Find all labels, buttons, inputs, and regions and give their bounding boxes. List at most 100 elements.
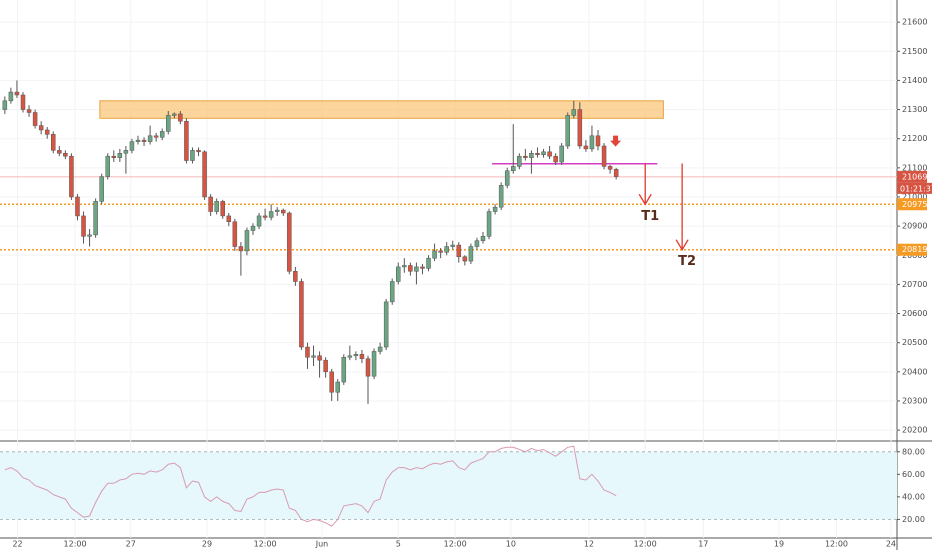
candle-body (353, 354, 359, 357)
candle-body (529, 153, 534, 158)
candle-body (262, 215, 268, 218)
candle-body (51, 134, 56, 151)
candle-body (166, 115, 171, 132)
candle-body (480, 236, 486, 241)
candle-body (371, 351, 377, 377)
last-price-label: 21069 (902, 172, 927, 181)
candle-body (172, 113, 177, 116)
rsi-band (0, 451, 897, 520)
resistance-zone (99, 100, 664, 119)
candle-body (335, 381, 340, 393)
candle-body (365, 358, 371, 377)
candle-body (444, 246, 449, 253)
candle-body (256, 215, 262, 227)
y-tick-label: 21100 (902, 163, 927, 172)
candle-body (547, 151, 552, 157)
candle-body (426, 257, 431, 269)
candle-body (553, 155, 558, 163)
candle-body (153, 135, 159, 138)
target-label: T2 (678, 254, 696, 269)
x-tick-label: 29 (202, 540, 212, 549)
arrow-head (638, 193, 652, 206)
x-tick-label: 5 (396, 540, 401, 549)
y-tick-label: 20600 (902, 309, 927, 318)
candle-body (2, 100, 8, 110)
candle-body (347, 355, 353, 358)
candle-body (81, 215, 86, 237)
candle-body (111, 155, 117, 158)
candle-body (238, 246, 244, 252)
x-tick-label: 22 (12, 540, 22, 549)
sell-signal (610, 135, 622, 147)
x-tick-label: 24 (886, 540, 896, 549)
candle-body (523, 155, 528, 158)
level-label: 20975 (902, 200, 927, 209)
last-price-box (897, 170, 927, 183)
y-tick-label: 20700 (902, 280, 927, 289)
candle-body (220, 201, 225, 217)
candle-body (535, 153, 540, 155)
y-tick-label: 20900 (902, 222, 927, 231)
candle-body (214, 201, 219, 212)
candle-body (462, 256, 468, 262)
candle-body (317, 355, 322, 361)
candle-body (359, 354, 365, 359)
candle-body (474, 240, 480, 247)
candle-body (190, 150, 195, 161)
rsi-tick-label: 40.00 (902, 492, 925, 501)
candle-body (32, 112, 38, 126)
candle-body (571, 109, 577, 116)
candle-body (268, 211, 274, 218)
y-tick-label: 21300 (902, 105, 927, 114)
rsi-tick-label: 60.00 (902, 470, 925, 479)
candle-body (117, 153, 123, 158)
candle-body (69, 155, 74, 198)
x-tick-label: 12 (584, 540, 594, 549)
candle-body (408, 265, 413, 272)
countdown-label: 01:21:37 (900, 184, 932, 193)
x-tick-label: 12:00 (634, 540, 657, 549)
candle-body (232, 221, 238, 247)
x-tick-label: 12:00 (64, 540, 87, 549)
y-tick-label: 21500 (902, 47, 927, 56)
y-tick-label: 21200 (902, 134, 927, 143)
candle-body (135, 139, 141, 142)
candle-body (323, 359, 328, 373)
candle-body (456, 244, 462, 257)
target-label: T1 (641, 209, 659, 224)
candle-body (577, 109, 583, 147)
candle-body (420, 266, 425, 269)
candle-body (202, 151, 207, 198)
candle-body (511, 166, 516, 172)
x-tick-label: 12:00 (444, 540, 467, 549)
candle-body (141, 139, 147, 142)
candle-body (559, 145, 564, 163)
y-tick-label: 21600 (902, 18, 927, 27)
candle-body (250, 225, 256, 231)
candle-body (432, 250, 437, 259)
candle-body (44, 129, 50, 135)
candle-body (299, 281, 304, 348)
candle-body (99, 176, 104, 202)
y-tick-label: 21000 (902, 192, 927, 201)
candle-body (396, 266, 401, 282)
x-tick-label: 10 (506, 540, 516, 549)
x-tick-label: 17 (698, 540, 708, 549)
y-tick-label: 20200 (902, 426, 927, 435)
candle-body (57, 150, 62, 154)
candle-body (63, 153, 68, 157)
candle-body (20, 94, 26, 110)
candle-body (450, 244, 455, 247)
candle-body (274, 209, 280, 212)
y-tick-label: 21400 (902, 76, 927, 85)
candle-body (293, 271, 298, 282)
candle-body (75, 196, 80, 217)
candle-body (389, 281, 395, 303)
candle-body (498, 185, 504, 208)
candle-body (438, 250, 443, 253)
annotations: T1 T2 (0, 100, 897, 269)
candle-body (486, 211, 492, 237)
candle-body (87, 234, 92, 237)
candle-body (178, 113, 183, 122)
